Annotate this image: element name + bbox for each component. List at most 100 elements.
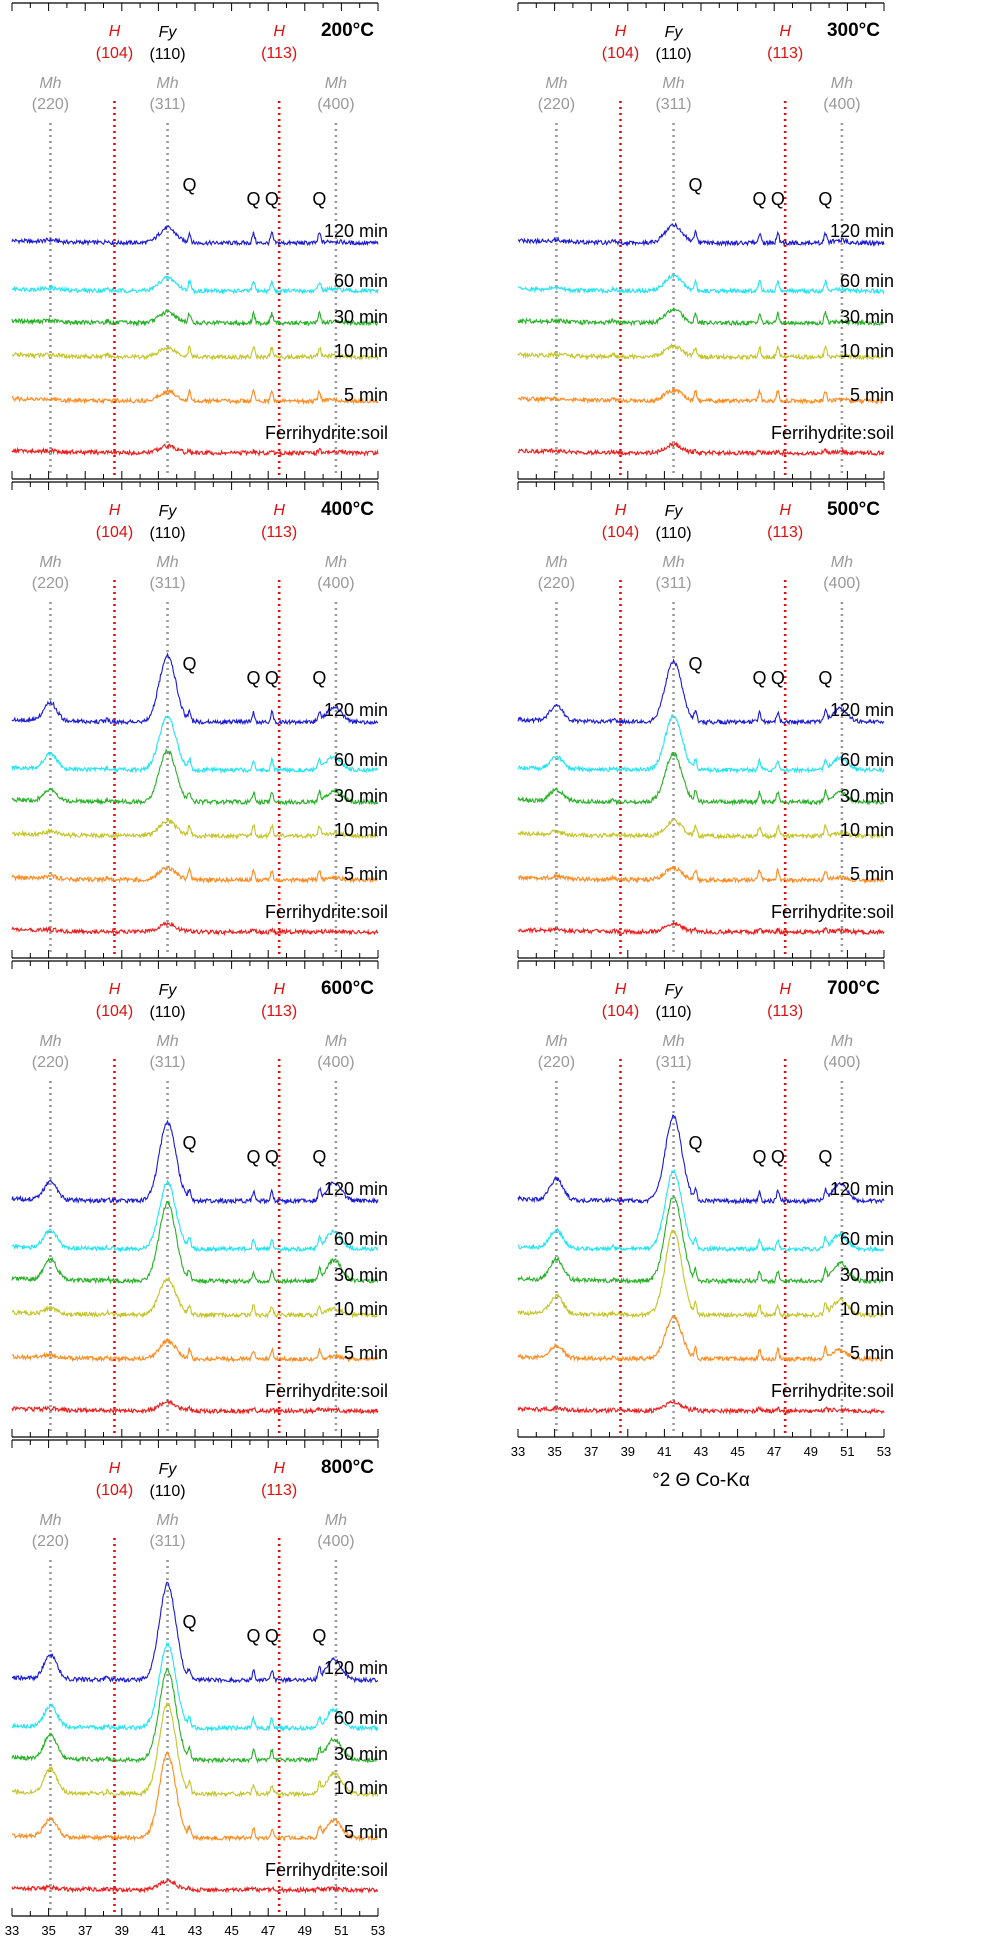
reference-phase-label: H <box>779 981 791 998</box>
quartz-marker: Q <box>771 668 785 688</box>
reference-phase-label: Mh <box>662 554 684 571</box>
x-tick-label: 37 <box>78 1923 92 1938</box>
reference-phase-label: H <box>273 23 285 40</box>
reference-phase-label: Mh <box>325 1512 347 1529</box>
series-label: 5 min <box>344 1343 388 1363</box>
reference-phase-label: Fy <box>159 1461 178 1478</box>
series-label: 30 min <box>840 1265 894 1285</box>
quartz-marker: Q <box>247 668 261 688</box>
panel-4: Mh (220) H (104) Mh (311) Fy (110) H (113) Mh (400)… <box>11 960 388 1438</box>
xrd-trace <box>517 1114 885 1206</box>
quartz-marker: Q <box>247 189 261 209</box>
reference-hkl-label: (311) <box>149 1533 185 1550</box>
x-axis-label: °2 Θ Co-Kα <box>652 1470 750 1491</box>
reference-hkl-label: (110) <box>149 1004 185 1021</box>
xrd-trace <box>517 818 885 841</box>
series-label: 120 min <box>324 221 388 241</box>
quartz-marker: Q <box>689 1133 703 1153</box>
reference-phase-label: Mh <box>156 1033 178 1050</box>
series-label: 5 min <box>344 864 388 884</box>
reference-hkl-label: (113) <box>261 524 297 541</box>
reference-phase-label: Mh <box>39 554 61 571</box>
reference-phase-label: Mh <box>545 554 567 571</box>
series-label: 60 min <box>334 1229 388 1249</box>
quartz-marker: Q <box>689 175 703 195</box>
reference-phase-label: Mh <box>545 75 567 92</box>
quartz-marker: Q <box>265 189 279 209</box>
reference-phase-label: Mh <box>545 1033 567 1050</box>
series-label: 30 min <box>840 786 894 806</box>
panel-5: Mh (220) H (104) Mh (311) Fy (110) H (113) Mh (400)… <box>511 960 894 1491</box>
series-label: Ferrihydrite:soil <box>771 902 894 922</box>
reference-hkl-label: (104) <box>602 1003 639 1020</box>
xrd-trace <box>517 1229 885 1319</box>
series-label: 10 min <box>334 1778 388 1798</box>
quartz-marker: Q <box>753 189 767 209</box>
x-tick-label: 49 <box>804 1444 818 1459</box>
xrd-trace <box>11 1751 379 1842</box>
reference-hkl-label: (400) <box>823 575 860 592</box>
reference-phase-label: Mh <box>325 1033 347 1050</box>
series-label: 60 min <box>334 1708 388 1728</box>
x-tick-label: 43 <box>694 1444 708 1459</box>
series-label: 120 min <box>830 221 894 241</box>
reference-hkl-label: (113) <box>767 1003 803 1020</box>
panel-2: Mh (220) H (104) Mh (311) Fy (110) H (113) Mh (400)… <box>11 481 388 959</box>
panel-1: Mh (220) H (104) Mh (311) Fy (110) H (113) Mh (400)… <box>517 2 894 480</box>
reference-phase-label: Fy <box>665 982 684 999</box>
reference-hkl-label: (220) <box>538 575 575 592</box>
xrd-trace <box>517 1399 885 1416</box>
reference-phase-label: H <box>273 981 285 998</box>
xrd-trace <box>11 1119 379 1205</box>
series-label: Ferrihydrite:soil <box>771 423 894 443</box>
x-tick-label: 43 <box>188 1923 202 1938</box>
reference-phase-label: Mh <box>831 554 853 571</box>
quartz-marker: Q <box>818 668 832 688</box>
reference-hkl-label: (113) <box>261 1003 297 1020</box>
reference-phase-label: H <box>779 502 791 519</box>
xrd-trace <box>517 1196 885 1285</box>
reference-hkl-label: (104) <box>602 45 639 62</box>
series-label: Ferrihydrite:soil <box>771 1381 894 1401</box>
x-tick-label: 53 <box>877 1444 891 1459</box>
series-label: 5 min <box>850 385 894 405</box>
panel-title: 500°C <box>827 499 880 520</box>
x-tick-label: 53 <box>371 1923 385 1938</box>
x-tick-label: 37 <box>584 1444 598 1459</box>
reference-hkl-label: (104) <box>602 524 639 541</box>
reference-hkl-label: (110) <box>149 525 185 542</box>
reference-hkl-label: (400) <box>317 1054 354 1071</box>
series-label: 30 min <box>334 1265 388 1285</box>
series-label: 60 min <box>840 750 894 770</box>
reference-phase-label: H <box>109 23 121 40</box>
xrd-trace <box>11 865 379 885</box>
reference-phase-label: Mh <box>325 75 347 92</box>
quartz-marker: Q <box>183 654 197 674</box>
reference-hkl-label: (311) <box>149 96 185 113</box>
reference-hkl-label: (110) <box>655 46 691 63</box>
series-label: 30 min <box>840 307 894 327</box>
series-label: 30 min <box>334 1744 388 1764</box>
xrd-trace <box>11 1581 379 1684</box>
xrd-trace <box>517 1168 885 1253</box>
reference-hkl-label: (113) <box>767 524 803 541</box>
reference-phase-label: H <box>273 1460 285 1477</box>
reference-hkl-label: (311) <box>149 575 185 592</box>
xrd-trace <box>517 222 885 248</box>
xrd-trace <box>517 441 885 458</box>
x-tick-label: 47 <box>767 1444 781 1459</box>
quartz-marker: Q <box>753 668 767 688</box>
reference-hkl-label: (400) <box>317 96 354 113</box>
reference-hkl-label: (113) <box>261 1482 297 1499</box>
x-tick-label: 35 <box>41 1923 55 1938</box>
quartz-marker: Q <box>818 189 832 209</box>
reference-hkl-label: (110) <box>149 1483 185 1500</box>
series-label: 120 min <box>324 1179 388 1199</box>
quartz-marker: Q <box>312 1626 326 1646</box>
reference-phase-label: Fy <box>159 982 178 999</box>
reference-hkl-label: (113) <box>767 45 803 62</box>
panel-title: 800°C <box>321 1457 374 1478</box>
xrd-trace <box>11 1200 379 1285</box>
x-tick-label: 51 <box>840 1444 854 1459</box>
